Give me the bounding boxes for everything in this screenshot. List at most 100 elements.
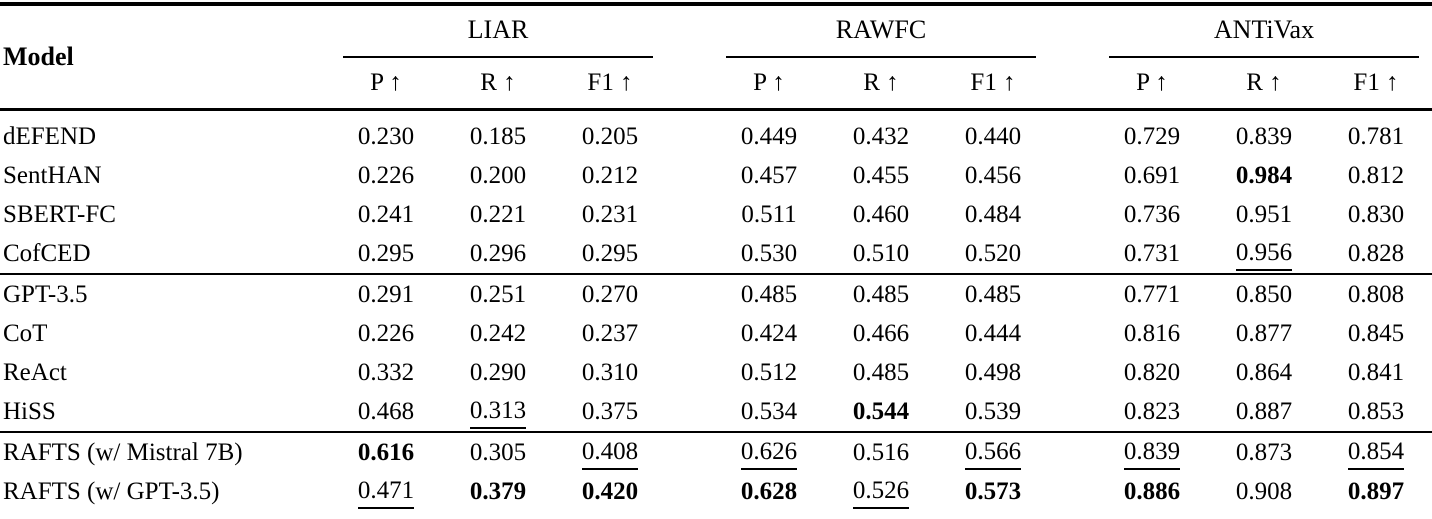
metric-value-cell: 0.516	[825, 431, 937, 472]
group-header-liar-label: LIAR	[343, 6, 653, 58]
metric-value-cell: 0.877	[1208, 314, 1320, 353]
column-gap	[1049, 353, 1096, 392]
metric-value-cell: 0.200	[442, 156, 554, 195]
metric-value: 0.511	[741, 200, 797, 228]
metric-value: 0.485	[964, 280, 1022, 308]
metric-value-cell: 0.313	[442, 392, 554, 432]
metric-value: 0.520	[964, 239, 1022, 267]
column-gap	[666, 156, 713, 195]
table-row: dEFEND 0.230 0.185 0.205 0.449 0.432 0.440 0.72…	[0, 110, 1432, 157]
metric-value: 0.539	[964, 397, 1022, 425]
metric-value: 0.512	[740, 358, 798, 386]
metric-value-cell: 0.873	[1208, 431, 1320, 472]
metric-header-f1: F1 ↑	[1320, 58, 1432, 111]
metric-value: 0.736	[1123, 200, 1181, 228]
metric-value-cell: 0.539	[937, 392, 1049, 432]
metric-value-cell: 0.820	[1096, 353, 1208, 392]
metric-value: 0.212	[581, 161, 639, 189]
metric-value-cell: 0.485	[825, 273, 937, 314]
metric-value-cell: 0.887	[1208, 392, 1320, 432]
metric-value: 0.956	[1235, 239, 1293, 271]
metric-value-cell: 0.526	[825, 472, 937, 519]
metric-value: 0.873	[1235, 438, 1293, 466]
metric-value: 0.471	[357, 477, 415, 509]
metric-value: 0.310	[581, 358, 639, 386]
table-row: ReAct 0.332 0.290 0.310 0.512 0.485 0.498 0.820…	[0, 353, 1432, 392]
group-header-antivax-label: ANTiVax	[1109, 6, 1419, 58]
metric-value-cell: 0.296	[442, 234, 554, 274]
metric-value: 0.771	[1123, 280, 1181, 308]
metric-header-row: P ↑ R ↑ F1 ↑ P ↑ R ↑ F1 ↑ P ↑ R ↑ F1 ↑	[0, 58, 1432, 111]
metric-value: 0.205	[581, 122, 639, 150]
model-column-header: Model	[0, 4, 330, 111]
metric-value-cell: 0.456	[937, 156, 1049, 195]
table-row: SentHAN 0.226 0.200 0.212 0.457 0.455 0.456 0.6…	[0, 156, 1432, 195]
metric-value: 0.456	[964, 161, 1022, 189]
metric-value-cell: 0.845	[1320, 314, 1432, 353]
metric-value: 0.526	[852, 477, 910, 509]
metric-value: 0.457	[740, 161, 798, 189]
metric-value-cell: 0.485	[937, 273, 1049, 314]
column-gap	[1049, 234, 1096, 274]
metric-value-cell: 0.897	[1320, 472, 1432, 519]
metric-value: 0.231	[581, 200, 639, 228]
column-gap	[666, 314, 713, 353]
column-gap	[666, 234, 713, 274]
model-name-cell: HiSS	[3, 397, 56, 425]
metric-value-cell: 0.616	[330, 431, 442, 472]
metric-value: 0.530	[740, 239, 798, 267]
group-header-rawfc: RAWFC	[713, 4, 1049, 58]
metric-value: 0.566	[964, 438, 1022, 470]
metric-value: 0.854	[1347, 438, 1405, 470]
metric-value: 0.850	[1235, 280, 1293, 308]
column-gap	[1049, 431, 1096, 472]
column-gap	[1049, 314, 1096, 353]
metric-value: 0.185	[469, 122, 527, 150]
group-header-row: Model LIAR RAWFC ANTiVax	[0, 4, 1432, 111]
metric-value-cell: 0.839	[1096, 431, 1208, 472]
model-name-cell: SBERT-FC	[3, 200, 116, 228]
metric-value-cell: 0.432	[825, 110, 937, 157]
metric-value-cell: 0.221	[442, 195, 554, 234]
metric-value: 0.853	[1347, 397, 1405, 425]
metric-value-cell: 0.841	[1320, 353, 1432, 392]
metric-value: 0.877	[1235, 319, 1293, 347]
metric-value-cell: 0.886	[1096, 472, 1208, 519]
metric-value: 0.544	[852, 397, 910, 425]
metric-value-cell: 0.226	[330, 314, 442, 353]
metric-value: 0.295	[581, 239, 639, 267]
metric-value: 0.485	[740, 280, 798, 308]
metric-value-cell: 0.544	[825, 392, 937, 432]
column-gap	[666, 472, 713, 519]
metric-value: 0.534	[740, 397, 798, 425]
metric-header-p: P ↑	[713, 58, 825, 111]
metric-header-f1: F1 ↑	[937, 58, 1049, 111]
table-row: RAFTS (w/ Mistral 7B) 0.616 0.305 0.408 0.62…	[0, 431, 1432, 472]
metric-value: 0.845	[1347, 319, 1405, 347]
metric-value: 0.241	[357, 200, 415, 228]
model-name-cell: GPT-3.5	[0, 273, 330, 314]
column-gap	[1049, 110, 1096, 157]
metric-value: 0.449	[740, 122, 798, 150]
metric-value: 0.468	[357, 397, 415, 425]
metric-value-cell: 0.205	[554, 110, 666, 157]
metric-value: 0.305	[469, 438, 527, 466]
table-row: HiSS 0.468 0.313 0.375 0.534 0.544 0.539 0.823 0…	[0, 392, 1432, 432]
metric-value-cell: 0.231	[554, 195, 666, 234]
metric-value-cell: 0.781	[1320, 110, 1432, 157]
model-name-cell: SentHAN	[3, 161, 102, 189]
metric-value: 0.332	[357, 358, 415, 386]
metric-value-cell: 0.771	[1096, 273, 1208, 314]
metric-value-cell: 0.566	[937, 431, 1049, 472]
table-body: dEFEND 0.230 0.185 0.205 0.449 0.432 0.440 0.72…	[0, 110, 1432, 519]
metric-value-cell: 0.444	[937, 314, 1049, 353]
metric-value-cell: 0.485	[825, 353, 937, 392]
metric-value-cell: 0.270	[554, 273, 666, 314]
metric-value-cell: 0.230	[330, 110, 442, 157]
metric-value-cell: 0.241	[330, 195, 442, 234]
metric-value: 0.200	[469, 161, 527, 189]
metric-value-cell: 0.468	[330, 392, 442, 432]
metric-value: 0.887	[1235, 397, 1293, 425]
